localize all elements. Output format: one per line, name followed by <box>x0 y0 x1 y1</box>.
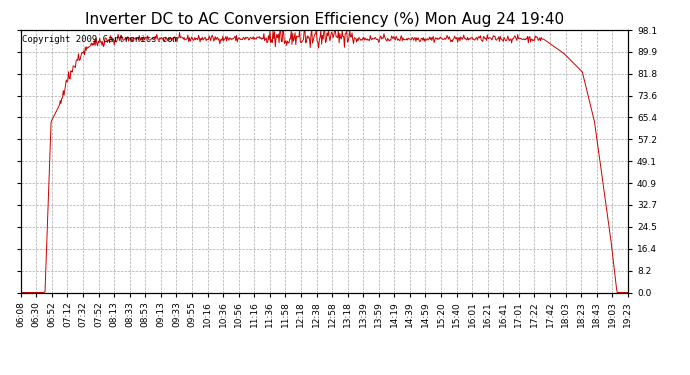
Title: Inverter DC to AC Conversion Efficiency (%) Mon Aug 24 19:40: Inverter DC to AC Conversion Efficiency … <box>85 12 564 27</box>
Text: Copyright 2009 Cartronics.com: Copyright 2009 Cartronics.com <box>22 35 178 44</box>
